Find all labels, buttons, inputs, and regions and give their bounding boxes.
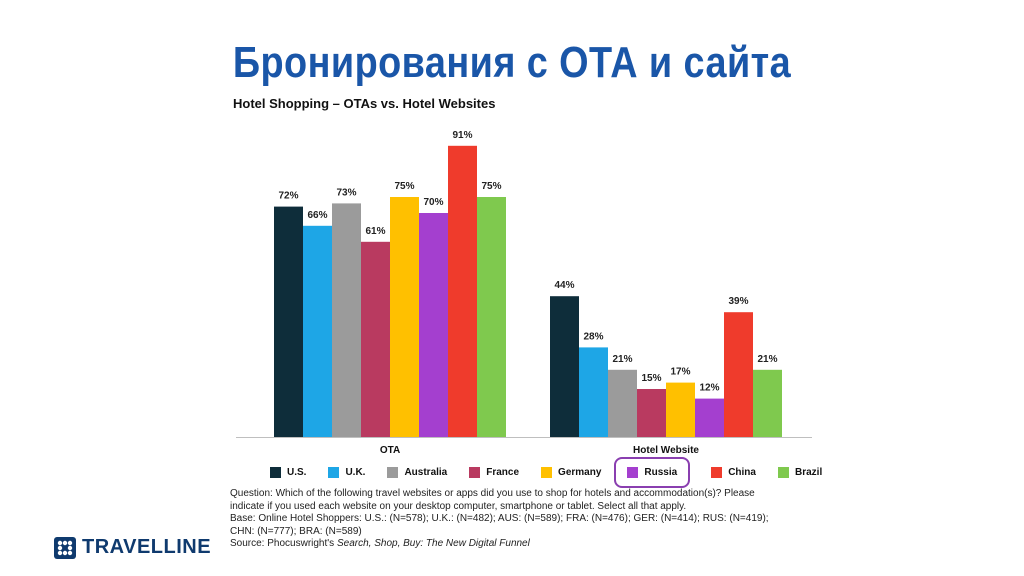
legend-item-australia: Australia [387, 462, 447, 483]
bar-brazil-ota [477, 197, 506, 437]
legend-label: Germany [558, 466, 602, 478]
data-label: 21% [757, 354, 777, 365]
bar-germany-hotel-website [666, 382, 695, 437]
data-label: 66% [307, 210, 327, 221]
data-label: 44% [554, 280, 574, 291]
bar-australia-ota [332, 203, 361, 437]
footnote-source: Source: Phocuswright's Search, Shop, Buy… [230, 538, 790, 551]
data-label: 73% [336, 187, 356, 198]
footnote-line: indicate if you used each website on you… [230, 500, 687, 512]
bar-u-s-hotel-website [550, 296, 579, 437]
legend-label: France [486, 466, 520, 478]
legend-item-u-s: U.S. [270, 462, 306, 483]
legend-label: U.S. [287, 466, 307, 478]
legend-label: U.K. [345, 466, 366, 478]
bar-france-hotel-website [637, 389, 666, 437]
legend-label: Australia [404, 466, 448, 478]
bar-china-ota [448, 145, 477, 438]
data-label: 72% [278, 191, 298, 202]
legend-item-france: France [469, 462, 519, 483]
legend-swatch [270, 466, 281, 478]
bar-france-ota [361, 241, 390, 437]
legend-label: China [728, 466, 756, 478]
bar-group-hotel-website: 44% 28% 21% 15% 17% 12% 39% 21% [550, 280, 782, 437]
bar-u-k-ota [303, 225, 332, 437]
travelline-grid-icon [54, 536, 76, 559]
travelline-logo: TRAVELLINE [54, 536, 211, 559]
legend-item-brazil: Brazil [777, 462, 823, 483]
chart-title: Hotel Shopping – OTAs vs. Hotel Websites [233, 96, 496, 111]
legend-item-china: China [711, 462, 756, 483]
footnote-line: Base: Online Hotel Shoppers: U.S.: (N=57… [230, 513, 769, 524]
bar-australia-hotel-website [608, 369, 637, 437]
legend-swatch [627, 466, 639, 478]
data-label: 17% [670, 367, 690, 378]
legend-swatch [541, 466, 553, 478]
data-label: 70% [423, 197, 443, 208]
bar-u-k-hotel-website [579, 347, 608, 437]
source-prefix: Source: Phocuswright's [230, 538, 337, 549]
category-label: Hotel Website [633, 445, 699, 456]
bar-germany-ota [390, 197, 419, 437]
data-label: 61% [365, 226, 385, 237]
data-label: 75% [394, 181, 414, 192]
legend-swatch [711, 466, 723, 478]
data-label: 39% [728, 296, 748, 307]
bar-brazil-hotel-website [753, 369, 782, 437]
bar-u-s-ota [274, 206, 303, 437]
data-label: 28% [583, 331, 603, 342]
legend-swatch [777, 466, 789, 478]
data-label: 91% [452, 130, 472, 141]
bar-russia-ota [419, 213, 448, 437]
legend-label: Brazil [794, 466, 823, 478]
bar-china-hotel-website [724, 312, 753, 437]
category-label: OTA [380, 445, 400, 456]
data-label: 75% [481, 181, 501, 192]
source-name: Search, Shop, Buy: The New Digital Funne… [336, 538, 530, 549]
chart-legend: U.S. U.K. Australia France Germany Russia Chin… [270, 456, 844, 488]
footnote-line: Question: Which of the following travel … [230, 488, 755, 499]
legend-swatch [328, 466, 340, 478]
legend-swatch [387, 466, 399, 478]
data-label: 15% [641, 373, 661, 384]
legend-item-germany: Germany [541, 462, 601, 483]
bar-russia-hotel-website [695, 398, 724, 437]
data-label: 12% [699, 383, 719, 394]
legend-label: Russia [644, 466, 678, 478]
legend-item-u-k: U.K. [328, 462, 365, 483]
legend-swatch [469, 466, 481, 478]
slide-title: Бронирования с ОТА и сайта [232, 38, 792, 87]
logo-text: TRAVELLINE [82, 536, 212, 558]
data-label: 21% [612, 354, 632, 365]
bar-group-ota: 72% 66% 73% 61% 75% 70% 91% 75% [274, 130, 506, 438]
footnote-line: CHN: (N=777); BRA: (N=589) [230, 525, 362, 537]
legend-item-russia: Russia [614, 456, 691, 488]
footnote: Question: Which of the following travel … [230, 488, 790, 551]
